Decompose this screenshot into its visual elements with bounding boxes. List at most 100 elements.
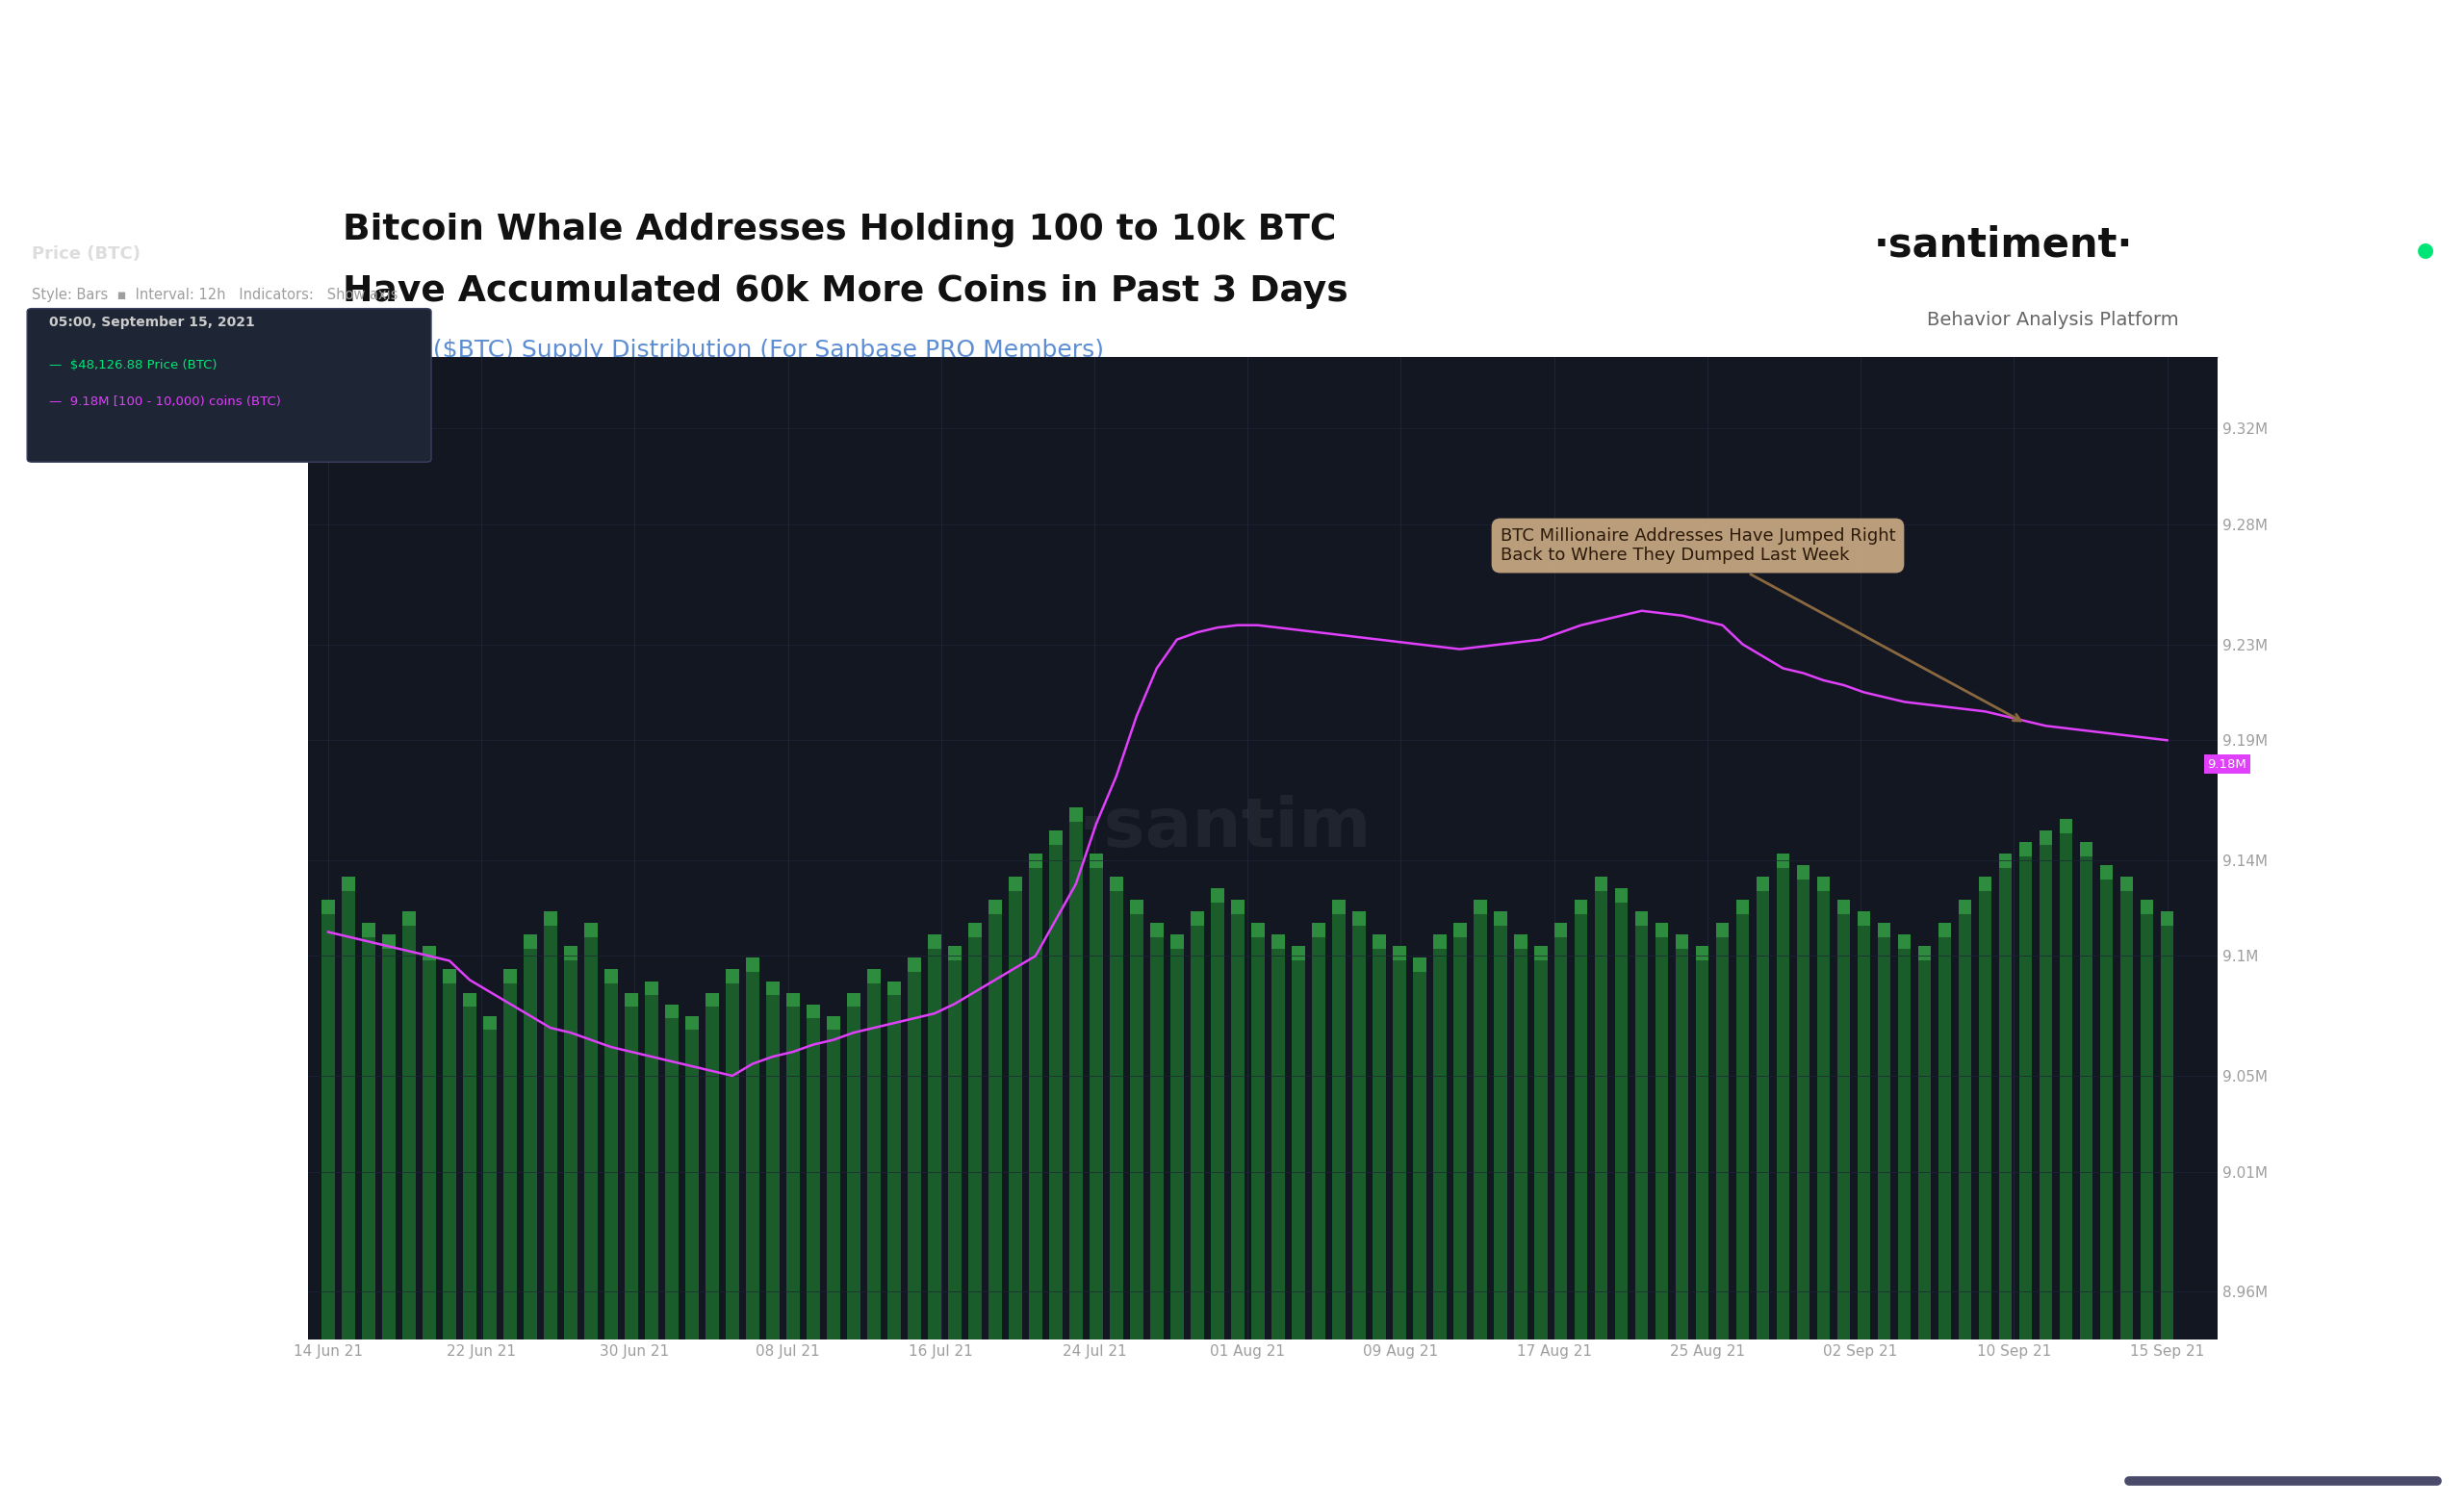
Bar bbox=[1737, 900, 1749, 1339]
Bar bbox=[1979, 877, 1991, 1339]
Bar bbox=[382, 935, 394, 948]
Bar bbox=[1816, 877, 1831, 1339]
Bar bbox=[1434, 935, 1446, 948]
Bar bbox=[1109, 877, 1124, 1339]
Bar bbox=[362, 923, 375, 1339]
Bar bbox=[766, 981, 779, 995]
Bar bbox=[1594, 877, 1609, 1339]
Bar bbox=[626, 993, 638, 1339]
Bar bbox=[463, 993, 476, 1007]
Bar bbox=[1030, 853, 1042, 868]
Bar bbox=[2040, 831, 2053, 1339]
Bar bbox=[1676, 935, 1688, 948]
Bar bbox=[1715, 923, 1730, 1339]
Bar bbox=[1897, 935, 1912, 1339]
Bar bbox=[1656, 923, 1668, 938]
Bar bbox=[1757, 877, 1769, 1339]
Bar bbox=[968, 923, 981, 1339]
Bar bbox=[968, 923, 981, 938]
Text: ·santim: ·santim bbox=[1077, 795, 1372, 862]
Bar bbox=[564, 947, 577, 960]
Bar bbox=[1151, 923, 1163, 938]
Bar bbox=[2141, 900, 2154, 914]
Bar bbox=[525, 935, 537, 948]
Bar bbox=[1210, 888, 1225, 1339]
Bar bbox=[1109, 877, 1124, 891]
Bar bbox=[806, 1004, 821, 1017]
Bar bbox=[1555, 923, 1567, 938]
Bar bbox=[483, 1016, 495, 1339]
Bar bbox=[1858, 912, 1870, 926]
Bar bbox=[747, 957, 759, 1339]
Bar bbox=[705, 993, 719, 1339]
Bar bbox=[1858, 912, 1870, 1339]
Bar bbox=[1232, 900, 1244, 1339]
Text: Have Accumulated 60k More Coins in Past 3 Days: Have Accumulated 60k More Coins in Past … bbox=[342, 274, 1348, 309]
Text: Style: Bars  ▪  Interval: 12h   Indicators:   Show axis: Style: Bars ▪ Interval: 12h Indicators: … bbox=[32, 287, 399, 303]
Bar bbox=[1757, 877, 1769, 891]
Bar bbox=[848, 993, 860, 1339]
Bar bbox=[988, 900, 1003, 1339]
Bar bbox=[1089, 853, 1104, 868]
Bar bbox=[1493, 912, 1508, 926]
Bar bbox=[907, 957, 922, 972]
Bar bbox=[786, 993, 798, 1339]
Bar bbox=[1796, 865, 1811, 1339]
Bar bbox=[1897, 935, 1912, 948]
Bar bbox=[1959, 900, 1971, 914]
Bar bbox=[1796, 865, 1811, 879]
Bar bbox=[342, 877, 355, 891]
Bar bbox=[1878, 923, 1890, 938]
Bar bbox=[747, 957, 759, 972]
Bar bbox=[1372, 935, 1385, 948]
Bar bbox=[584, 923, 596, 938]
Bar bbox=[1473, 900, 1486, 1339]
Bar bbox=[1311, 923, 1326, 1339]
Bar bbox=[1513, 935, 1528, 948]
Bar bbox=[766, 981, 779, 1339]
Bar bbox=[1594, 877, 1609, 891]
Bar bbox=[1291, 947, 1306, 960]
Bar bbox=[1333, 900, 1345, 1339]
Bar bbox=[323, 900, 335, 1339]
Bar bbox=[1190, 912, 1205, 1339]
Bar bbox=[646, 981, 658, 1339]
Bar bbox=[1959, 900, 1971, 1339]
Text: BTC Millionaire Addresses Have Jumped Right
Back to Where They Dumped Last Week: BTC Millionaire Addresses Have Jumped Ri… bbox=[1501, 527, 2020, 721]
Bar bbox=[1917, 947, 1932, 1339]
Bar bbox=[929, 935, 941, 948]
Bar bbox=[1353, 912, 1365, 1339]
Bar bbox=[1838, 900, 1850, 1339]
Text: Bitcoin Whale Addresses Holding 100 to 10k BTC: Bitcoin Whale Addresses Holding 100 to 1… bbox=[342, 212, 1335, 247]
Bar bbox=[1473, 900, 1486, 914]
Bar bbox=[1170, 935, 1183, 1339]
Bar bbox=[828, 1016, 840, 1339]
Bar bbox=[1372, 935, 1385, 1339]
Bar bbox=[1737, 900, 1749, 914]
Bar bbox=[1271, 935, 1284, 1339]
Bar bbox=[1089, 853, 1104, 1339]
Bar bbox=[1614, 888, 1629, 1339]
Bar bbox=[2119, 877, 2134, 891]
Bar bbox=[1069, 808, 1082, 822]
Bar bbox=[362, 923, 375, 938]
Bar bbox=[444, 969, 456, 1339]
Bar bbox=[848, 993, 860, 1007]
Bar bbox=[2060, 819, 2072, 1339]
Bar bbox=[1998, 853, 2013, 868]
Bar bbox=[604, 969, 618, 983]
Bar bbox=[685, 1016, 697, 1029]
Text: Bitcoin ($BTC) Supply Distribution (For Sanbase PRO Members): Bitcoin ($BTC) Supply Distribution (For … bbox=[342, 339, 1104, 363]
Bar bbox=[1392, 947, 1407, 960]
Bar bbox=[1917, 947, 1932, 960]
Bar bbox=[929, 935, 941, 1339]
Text: 9.18M: 9.18M bbox=[2208, 759, 2247, 771]
Bar bbox=[2080, 843, 2092, 856]
Text: Behavior Analysis Platform: Behavior Analysis Platform bbox=[1927, 312, 2178, 330]
Bar bbox=[342, 877, 355, 1339]
Bar bbox=[705, 993, 719, 1007]
Text: ·santiment·: ·santiment· bbox=[1873, 224, 2134, 265]
Bar bbox=[1574, 900, 1587, 914]
Bar bbox=[665, 1004, 678, 1017]
Bar bbox=[1777, 853, 1789, 1339]
